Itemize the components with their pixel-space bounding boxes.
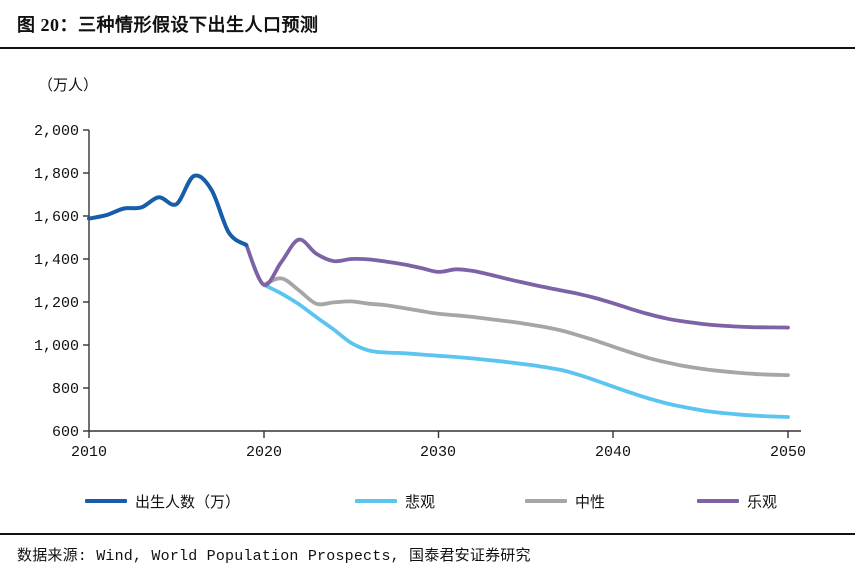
series-line-neutral — [261, 276, 790, 377]
y-tick-label: 1,200 — [34, 295, 79, 312]
figure-title: 图 20：三种情形假设下出生人口预测 — [17, 15, 319, 35]
title-divider-line — [0, 47, 855, 49]
x-tick-label: 2040 — [595, 444, 631, 461]
legend-swatch-historical-births — [85, 499, 127, 503]
legend-swatch-neutral — [525, 499, 567, 503]
y-tick-label: 600 — [52, 424, 79, 441]
bottom-divider-line — [0, 533, 855, 535]
birth-population-forecast-chart: （万人） 2,000 1,800 1,600 1,400 1,200 1,000… — [34, 77, 806, 461]
x-tick-label: 2020 — [246, 444, 282, 461]
legend-item-pessimistic: 悲观 — [355, 492, 436, 511]
legend-swatch-pessimistic — [355, 499, 397, 503]
series-line-historical-births — [87, 173, 249, 247]
legend-swatch-optimistic — [697, 499, 739, 503]
x-tick-label: 2050 — [770, 444, 806, 461]
x-axis-ticks — [88, 431, 789, 438]
legend-label: 出生人数（万） — [135, 493, 241, 511]
x-tick-label: 2010 — [71, 444, 107, 461]
legend-label: 中性 — [575, 493, 606, 511]
x-tick-label: 2030 — [420, 444, 456, 461]
y-tick-label: 1,600 — [34, 209, 79, 226]
legend-item-neutral: 中性 — [525, 492, 606, 511]
legend-item-optimistic: 乐观 — [697, 492, 778, 511]
chart-legend: 出生人数（万） 悲观 中性 乐观 — [0, 492, 855, 512]
legend-label: 悲观 — [405, 493, 436, 511]
y-axis-ticks — [83, 129, 89, 432]
y-tick-label: 800 — [52, 381, 79, 398]
y-axis-unit-label: （万人） — [38, 77, 98, 94]
series-line-optimistic — [244, 237, 790, 330]
y-tick-label: 1,800 — [34, 166, 79, 183]
legend-label: 乐观 — [747, 493, 778, 511]
series-line-pessimistic — [261, 282, 790, 419]
legend-item-historical-births: 出生人数（万） — [85, 492, 241, 511]
y-tick-label: 2,000 — [34, 123, 79, 140]
y-tick-label: 1,000 — [34, 338, 79, 355]
data-source-note: 数据来源: Wind, World Population Prospects, … — [17, 548, 531, 565]
y-tick-label: 1,400 — [34, 252, 79, 269]
